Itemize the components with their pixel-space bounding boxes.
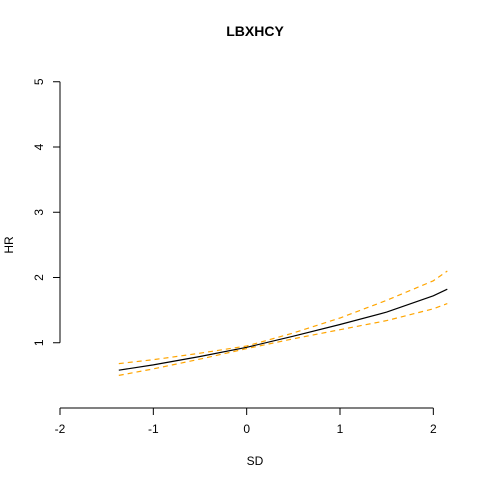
y-tick-label: 5 [32, 78, 46, 85]
y-axis-label: HR [2, 236, 16, 254]
chart-title: LBXHCY [226, 23, 284, 39]
y-tick-label: 1 [32, 339, 46, 346]
y-tick-label: 2 [32, 274, 46, 281]
x-tick-label: -1 [148, 422, 159, 436]
x-tick-label: 1 [337, 422, 344, 436]
x-tick-label: -2 [55, 422, 66, 436]
x-tick-label: 2 [430, 422, 437, 436]
series-layer [118, 270, 448, 376]
upper-bound-line [118, 270, 448, 365]
y-tick-label: 4 [32, 143, 46, 150]
estimate-line [118, 288, 448, 371]
y-axis: 1 2 3 4 5 [32, 78, 61, 346]
x-axis-label: SD [247, 454, 264, 468]
x-axis: -2 -1 0 1 2 [55, 407, 437, 436]
x-tick-label: 0 [243, 422, 250, 436]
y-tick-label: 3 [32, 209, 46, 216]
